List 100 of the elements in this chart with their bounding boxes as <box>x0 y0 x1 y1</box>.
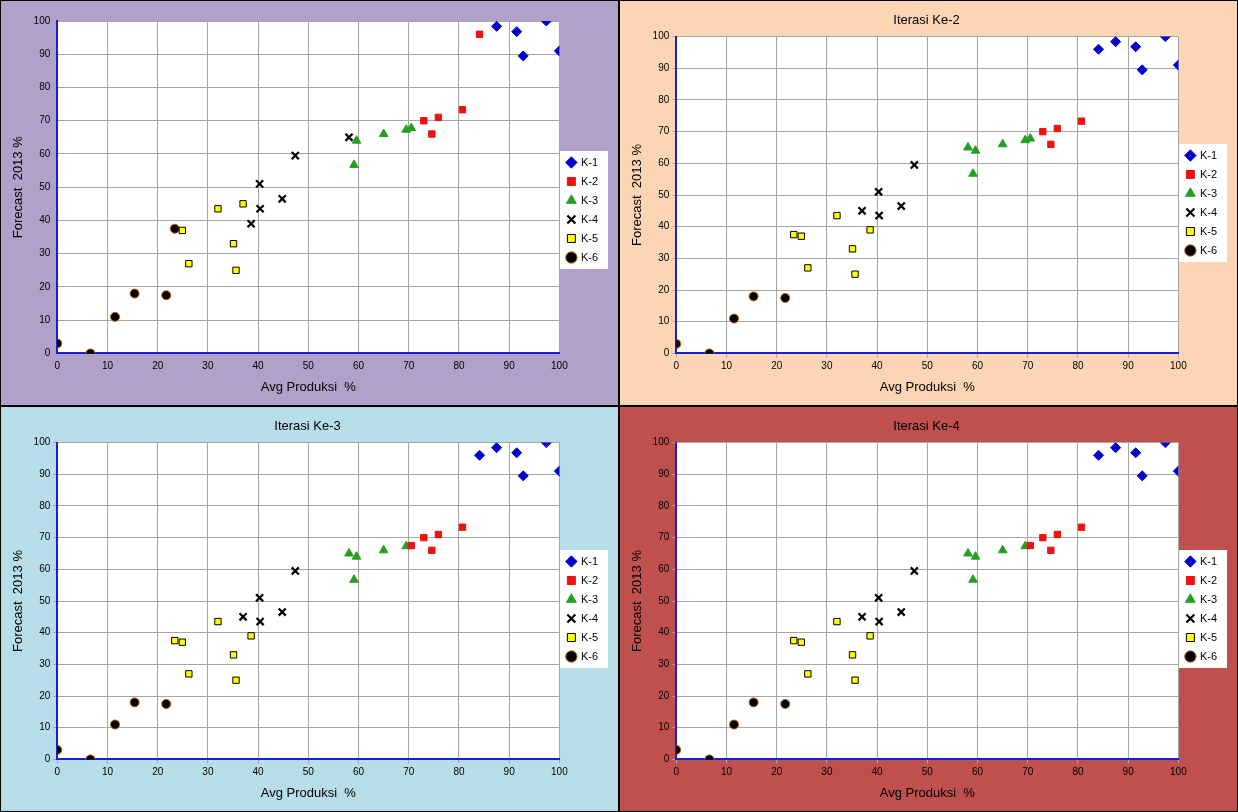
x-tick-label: 60 <box>352 766 365 778</box>
y-tick-label: 30 <box>658 252 670 264</box>
point <box>1110 36 1122 48</box>
x-tick-label: 60 <box>352 360 365 372</box>
point <box>129 288 140 299</box>
y-tick-label: 40 <box>658 220 670 232</box>
legend-label: K-2 <box>1199 167 1218 180</box>
x-tick-label: 100 <box>1170 766 1188 778</box>
legend-label: K-4 <box>1199 611 1218 624</box>
legend-label: K-4 <box>580 212 599 225</box>
point <box>851 270 859 278</box>
point <box>277 194 287 204</box>
point <box>458 106 467 114</box>
point <box>511 26 523 38</box>
x-tick-label: 100 <box>551 360 569 372</box>
x-tick-label: 10 <box>101 360 114 372</box>
x-tick-label: 70 <box>1022 766 1034 778</box>
point <box>517 50 529 62</box>
x-axis-title: Avg Produksi % <box>879 378 976 394</box>
x-tick-label: 20 <box>771 766 783 778</box>
point <box>963 547 973 557</box>
point <box>1077 117 1086 125</box>
point <box>290 150 300 161</box>
x-tick-label: 50 <box>921 766 934 778</box>
legend-label: K-3 <box>1199 592 1218 605</box>
x-tick-label: 10 <box>720 766 733 778</box>
point <box>909 160 919 170</box>
x-tick-label: 40 <box>252 766 265 778</box>
point <box>344 547 354 557</box>
point <box>161 698 172 709</box>
x-tick-label: 100 <box>551 766 569 778</box>
point <box>968 574 978 583</box>
x-tick-label: 30 <box>202 360 214 372</box>
y-tick-label: 80 <box>39 499 51 511</box>
point <box>997 138 1008 148</box>
point <box>729 719 740 730</box>
x-tick-label: 40 <box>252 360 265 372</box>
x-tick-label: 100 <box>1170 360 1188 372</box>
x-tick-label: 50 <box>921 360 934 372</box>
legend-label: K-5 <box>580 630 599 643</box>
legend-label: K-1 <box>580 554 599 567</box>
y-tick-label: 80 <box>39 81 51 93</box>
x-tick-label: 40 <box>871 766 884 778</box>
point <box>434 113 443 122</box>
point <box>780 292 791 303</box>
x-tick-label: 10 <box>101 766 114 778</box>
y-tick-label: 70 <box>658 125 670 137</box>
point <box>511 447 523 459</box>
point <box>729 313 740 324</box>
point <box>790 636 798 645</box>
point <box>420 533 428 542</box>
x-tick-label: 80 <box>1072 766 1084 778</box>
point <box>290 566 300 576</box>
x-tick-label: 80 <box>453 360 465 372</box>
point <box>434 530 443 539</box>
point <box>378 128 389 138</box>
point <box>1039 127 1047 136</box>
y-tick-label: 20 <box>39 280 51 292</box>
point <box>247 632 255 640</box>
point <box>873 593 884 603</box>
chart-title: Iterasi Ke-4 <box>893 418 960 434</box>
y-tick-label: 70 <box>39 531 51 543</box>
point <box>1130 447 1142 459</box>
point <box>857 206 867 216</box>
x-tick-label: 50 <box>302 766 315 778</box>
x-tick-label: 30 <box>202 766 214 778</box>
y-tick-label: 80 <box>658 93 670 105</box>
legend-label: K-6 <box>1199 243 1218 256</box>
y-tick-label: 90 <box>658 468 670 480</box>
x-tick-label: 20 <box>771 360 783 372</box>
legend-label: K-1 <box>580 155 599 168</box>
point <box>780 698 791 709</box>
point <box>1136 64 1148 76</box>
point <box>1093 449 1105 461</box>
point <box>349 159 359 168</box>
point <box>848 651 857 659</box>
y-tick-label: 90 <box>39 468 51 480</box>
y-tick-label: 0 <box>663 347 670 359</box>
point <box>255 204 265 214</box>
x-tick-label: 90 <box>1122 360 1135 372</box>
point <box>1130 41 1142 53</box>
point <box>407 541 415 550</box>
x-tick-label: 40 <box>871 360 884 372</box>
x-tick-label: 90 <box>1122 766 1135 778</box>
y-tick-label: 100 <box>652 30 670 42</box>
y-axis-title: Forecast 2013 % <box>629 143 645 246</box>
y-tick-label: 50 <box>39 594 51 606</box>
point <box>1093 43 1105 55</box>
point <box>970 551 981 560</box>
x-tick-label: 20 <box>152 766 164 778</box>
legend-label: K-6 <box>580 649 599 662</box>
point <box>169 223 180 234</box>
point <box>428 130 436 138</box>
y-tick-label: 10 <box>658 315 670 327</box>
y-tick-label: 50 <box>658 594 670 606</box>
point <box>161 290 172 301</box>
point <box>866 226 874 234</box>
point <box>1053 124 1062 133</box>
chart-title: Iterasi Ke-2 <box>893 12 960 28</box>
y-tick-label: 30 <box>658 658 670 670</box>
